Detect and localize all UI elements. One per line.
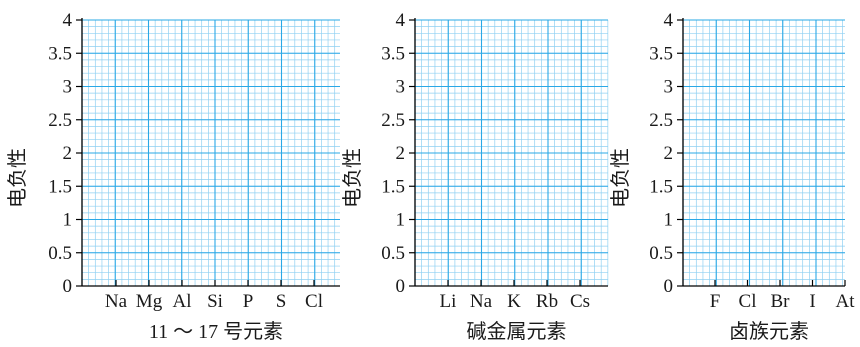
y-tick-label: 1	[63, 210, 73, 231]
y-tick-labels: 0 0.5 1 1.5 2 2.5 3 3.5 4	[48, 10, 72, 297]
y-axis-label: 电负性	[6, 148, 29, 208]
x-tick-label: K	[507, 291, 521, 312]
y-tick-label: 0	[396, 276, 406, 297]
y-tick-label: 4	[396, 10, 406, 31]
x-tick-labels: F Cl Br I At	[710, 291, 856, 312]
y-tick-label: 1.5	[381, 176, 405, 197]
y-tick-label: 2.5	[381, 110, 405, 131]
axes	[677, 18, 846, 287]
x-tick-label: Rb	[536, 291, 558, 312]
x-tick-label: Cl	[305, 291, 323, 312]
y-tick-label: 3.5	[48, 43, 72, 64]
y-tick-label: 4	[63, 10, 73, 31]
y-axis-label: 电负性	[609, 148, 632, 208]
y-tick-label: 2	[396, 143, 406, 164]
x-tick-label: Cl	[739, 291, 757, 312]
y-tick-label: 3	[664, 77, 674, 98]
y-tick-label: 2	[63, 143, 73, 164]
x-tick-label: F	[710, 291, 721, 312]
x-tick-label: P	[243, 291, 254, 312]
y-tick-label: 0.5	[381, 243, 405, 264]
y-tick-label: 0.5	[48, 243, 72, 264]
y-axis-label: 电负性	[341, 148, 364, 208]
y-tick-label: 0	[664, 276, 674, 297]
y-tick-label: 3.5	[381, 43, 405, 64]
y-tick-labels: 0 0.5 1 1.5 2 2.5 3 3.5 4	[649, 10, 673, 297]
y-tick-label: 4	[664, 10, 674, 31]
y-tick-label: 2.5	[649, 110, 673, 131]
grid	[81, 19, 340, 287]
x-tick-label: At	[836, 291, 856, 312]
x-tick-label: Al	[173, 291, 192, 312]
y-tick-label: 3.5	[649, 43, 673, 64]
axes	[76, 18, 340, 287]
x-tick-label: I	[809, 291, 815, 312]
x-tick-label: Mg	[136, 291, 163, 312]
x-axis-label: 卤族元素	[729, 320, 809, 343]
x-tick-label: Na	[470, 291, 493, 312]
y-tick-label: 1.5	[649, 176, 673, 197]
x-axis-label: 碱金属元素	[467, 320, 567, 343]
y-tick-label: 0	[63, 276, 73, 297]
y-tick-labels: 0 0.5 1 1.5 2 2.5 3 3.5 4	[381, 10, 405, 297]
y-tick-label: 2	[664, 143, 674, 164]
x-tick-labels: Li Na K Rb Cs	[440, 291, 590, 312]
grid	[414, 19, 609, 287]
y-tick-label: 1	[664, 210, 674, 231]
y-tick-label: 1.5	[48, 176, 72, 197]
x-tick-label: Br	[771, 291, 791, 312]
chart-panel-2: 0 0.5 1 1.5 2 2.5 3 3.5 4 Li Na K Rb Cs 电负性 碱金属元素	[341, 10, 609, 343]
x-tick-label: S	[276, 291, 287, 312]
x-axis-label: 11 ～ 17 号元素	[149, 320, 283, 343]
x-tick-label: Si	[207, 291, 223, 312]
y-tick-label: 3	[396, 77, 406, 98]
chart-panel-3: 0 0.5 1 1.5 2 2.5 3 3.5 4 F Cl Br I At 电负性 卤族元素	[609, 10, 855, 343]
x-tick-labels: Na Mg Al Si P S Cl	[105, 291, 323, 312]
chart-panel-1: 0 0.5 1 1.5 2 2.5 3 3.5 4 Na Mg Al Si P S Cl 电负性 11 ～ …	[6, 10, 340, 343]
y-tick-label: 2.5	[48, 110, 72, 131]
y-tick-label: 0.5	[649, 243, 673, 264]
axes	[409, 18, 608, 287]
x-tick-label: Cs	[570, 291, 590, 312]
grid	[682, 19, 845, 287]
y-tick-label: 1	[396, 210, 406, 231]
x-tick-label: Na	[105, 291, 128, 312]
x-tick-label: Li	[440, 291, 457, 312]
y-tick-label: 3	[63, 77, 73, 98]
